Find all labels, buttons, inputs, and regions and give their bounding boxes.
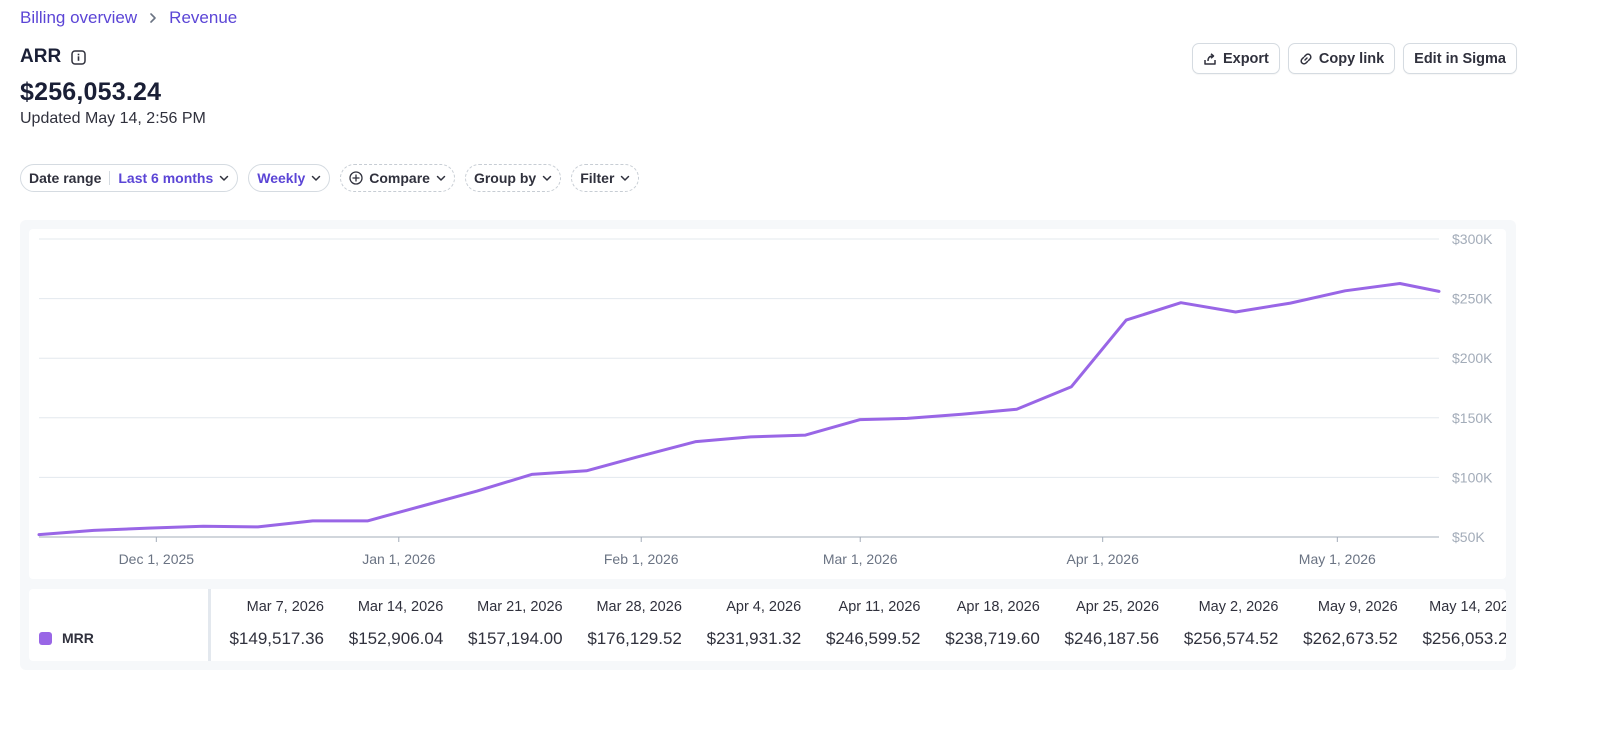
x-tick-label: Apr 1, 2026 bbox=[1066, 551, 1139, 567]
info-icon[interactable] bbox=[71, 49, 86, 65]
x-tick-label: Feb 1, 2026 bbox=[604, 551, 679, 567]
series-line-mrr[interactable] bbox=[37, 282, 1441, 537]
column-date: Mar 7, 2026 bbox=[246, 599, 324, 615]
updated-timestamp: Updated May 14, 2:56 PM bbox=[20, 110, 206, 127]
y-tick-label: $50K bbox=[1452, 529, 1485, 545]
column-date: May 9, 2026 bbox=[1317, 599, 1398, 615]
y-tick-label: $150K bbox=[1452, 410, 1493, 426]
column-date: Apr 11, 2026 bbox=[838, 599, 921, 615]
interval-selector[interactable]: Weekly bbox=[248, 164, 331, 192]
breadcrumb: Billing overview Revenue bbox=[20, 8, 237, 28]
column-value: $262,673.52 bbox=[1303, 629, 1398, 648]
column-value: $256,053.24 bbox=[1422, 629, 1506, 648]
column-value: $246,187.56 bbox=[1064, 629, 1160, 648]
breadcrumb-revenue[interactable]: Revenue bbox=[169, 8, 238, 27]
date-range-filter[interactable]: Date range Last 6 months bbox=[20, 164, 239, 192]
column-value: $176,129.52 bbox=[587, 629, 682, 648]
edit-in-sigma-label: Edit in Sigma bbox=[1414, 50, 1506, 67]
chevron-down-icon bbox=[311, 175, 321, 182]
chart-panel: $50K $100K $150K $200K $250K $300K Dec 1, 202… bbox=[20, 220, 1516, 670]
export-icon bbox=[1203, 52, 1217, 66]
legend-item-mrr[interactable]: MRR bbox=[29, 589, 211, 661]
column-value: $157,194.00 bbox=[468, 629, 563, 648]
table-columns: Mar 7, 2026 $149,517.36 Mar 14, 2026 $152,9… bbox=[215, 589, 1506, 661]
title-row: ARR bbox=[20, 46, 86, 68]
compare-filter[interactable]: Compare bbox=[340, 164, 455, 192]
date-range-label: Date range bbox=[29, 170, 102, 186]
y-tick-label: $100K bbox=[1452, 469, 1493, 485]
page-title: ARR bbox=[20, 46, 62, 67]
breadcrumb-billing-overview[interactable]: Billing overview bbox=[20, 8, 138, 27]
column-date: Mar 14, 2026 bbox=[357, 599, 444, 615]
chevron-down-icon bbox=[620, 175, 630, 182]
interval-value: Weekly bbox=[257, 170, 306, 186]
plus-circle-icon bbox=[349, 171, 363, 185]
export-button[interactable]: Export bbox=[1191, 43, 1280, 74]
filter-bar: Date range Last 6 months Weekly Compare … bbox=[20, 164, 640, 192]
x-tick-label: Dec 1, 2025 bbox=[119, 551, 195, 567]
y-tick-label: $200K bbox=[1452, 350, 1493, 366]
header-actions: Export Copy link Edit in Sigma bbox=[1191, 43, 1517, 74]
copy-link-label: Copy link bbox=[1318, 50, 1385, 67]
column-date: Mar 28, 2026 bbox=[596, 599, 682, 615]
x-tick-label: Jan 1, 2026 bbox=[362, 551, 435, 567]
date-range-value: Last 6 months bbox=[118, 170, 214, 186]
column-value: $231,931.32 bbox=[706, 629, 802, 648]
chevron-down-icon bbox=[542, 175, 552, 182]
divider bbox=[109, 171, 111, 185]
column-date: Apr 4, 2026 bbox=[726, 599, 802, 615]
column-date: Apr 18, 2026 bbox=[956, 599, 1040, 615]
chevron-down-icon bbox=[219, 175, 229, 182]
chevron-down-icon bbox=[436, 175, 446, 182]
group-by-filter[interactable]: Group by bbox=[464, 164, 562, 192]
column-date: May 14, 2026 bbox=[1429, 599, 1506, 615]
chart-card: $50K $100K $150K $200K $250K $300K Dec 1, 202… bbox=[29, 229, 1506, 579]
compare-label: Compare bbox=[369, 170, 430, 186]
metric-value: $256,053.24 bbox=[20, 78, 162, 106]
line-chart[interactable]: $50K $100K $150K $200K $250K $300K Dec 1, 202… bbox=[29, 229, 1506, 579]
column-date: Apr 25, 2026 bbox=[1076, 599, 1160, 615]
column-value: $246,599.52 bbox=[825, 629, 921, 648]
chevron-right-icon bbox=[149, 12, 157, 24]
column-value: $256,574.52 bbox=[1183, 629, 1279, 648]
x-tick-label: May 1, 2026 bbox=[1299, 551, 1376, 567]
copy-link-button[interactable]: Copy link bbox=[1287, 43, 1396, 74]
y-tick-label: $250K bbox=[1452, 291, 1493, 307]
series-label: MRR bbox=[62, 630, 94, 646]
x-tick-label: Mar 1, 2026 bbox=[823, 551, 898, 567]
column-date: Mar 21, 2026 bbox=[477, 599, 563, 615]
export-label: Export bbox=[1222, 50, 1269, 67]
column-value: $149,517.36 bbox=[229, 629, 324, 648]
series-swatch bbox=[39, 631, 52, 645]
column-value: $152,906.04 bbox=[348, 629, 444, 648]
data-table: MRR Mar 7, 2026 $149,517.36 Mar 14, 2026 $1… bbox=[29, 589, 1506, 661]
y-tick-label: $300K bbox=[1452, 231, 1493, 247]
filter-label: Filter bbox=[580, 170, 615, 186]
column-date: May 2, 2026 bbox=[1198, 599, 1279, 615]
column-value: $238,719.60 bbox=[945, 629, 1040, 648]
group-by-label: Group by bbox=[473, 170, 537, 186]
link-icon bbox=[1299, 52, 1313, 66]
filter-button[interactable]: Filter bbox=[571, 164, 640, 192]
edit-in-sigma-button[interactable]: Edit in Sigma bbox=[1403, 43, 1517, 74]
